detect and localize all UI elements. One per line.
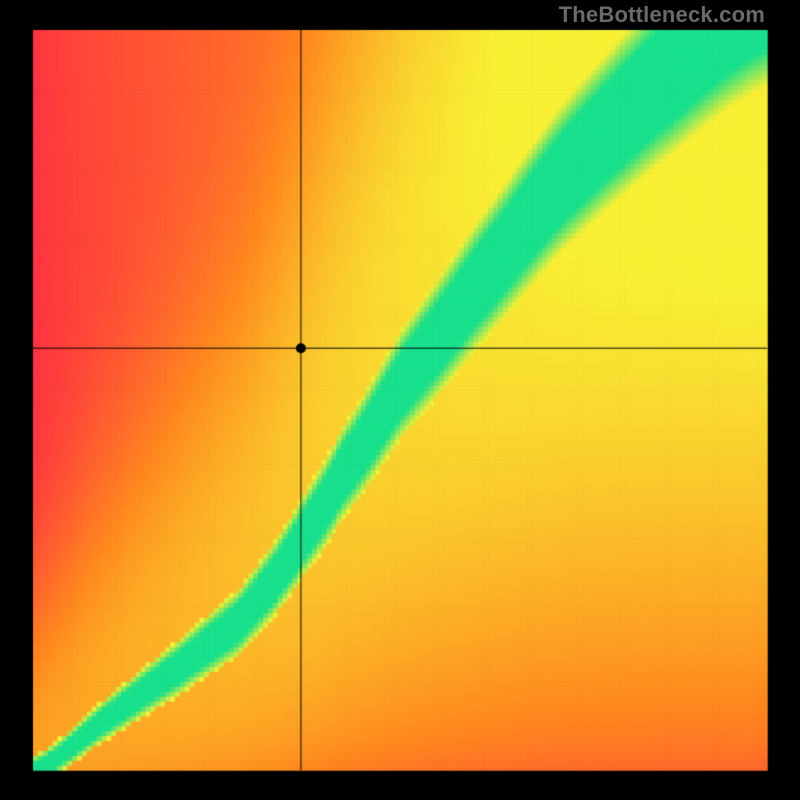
watermark-text: TheBottleneck.com xyxy=(559,2,765,28)
bottleneck-heatmap xyxy=(0,0,800,800)
chart-container: TheBottleneck.com xyxy=(0,0,800,800)
